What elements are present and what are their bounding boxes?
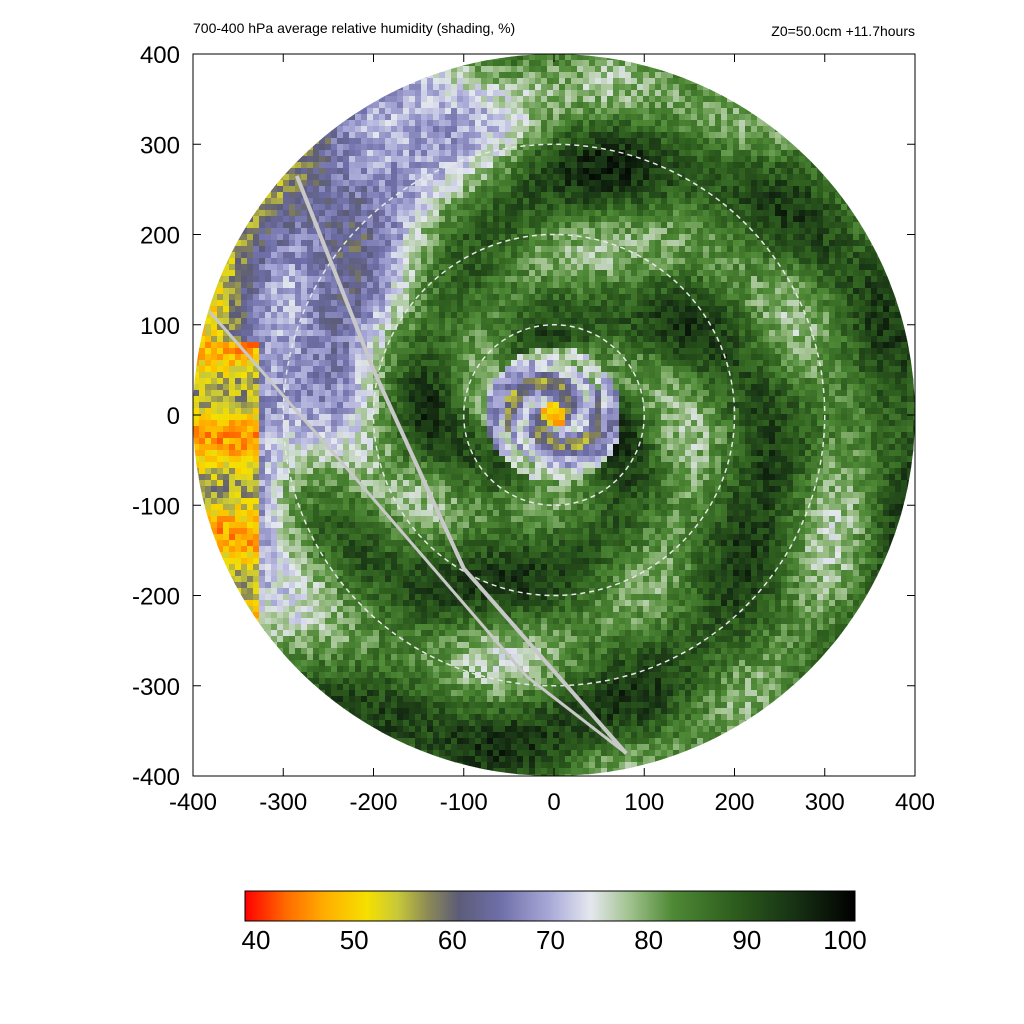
x-tick-label: 400 [895, 789, 935, 816]
colorbar-fill [244, 890, 856, 922]
y-tick-label: -400 [132, 764, 180, 791]
y-tick-label: 300 [140, 132, 180, 159]
colorbar-tick-label: 40 [242, 925, 271, 955]
x-tick-label: 0 [547, 789, 560, 816]
humidity-field [193, 54, 915, 776]
x-tick-label: 300 [805, 789, 845, 816]
y-tick-label: 200 [140, 223, 180, 250]
storm-track [208, 175, 628, 755]
colorbar-tick-label: 90 [732, 925, 761, 955]
y-tick-label: -200 [132, 584, 180, 611]
y-tick-label: 0 [167, 403, 180, 430]
x-tick-label: -100 [440, 789, 488, 816]
x-tick-label: -300 [259, 789, 307, 816]
range-ring [463, 324, 645, 506]
x-tick-label: 200 [714, 789, 754, 816]
x-tick-label: -400 [169, 789, 217, 816]
x-axis: -400 -300 -200 -100 0 100 200 300 400 [169, 54, 935, 816]
chart-title: 700-400 hPa average relative humidity (s… [193, 20, 515, 36]
y-axis: 400 300 200 100 0 -100 -200 -300 -400 [132, 42, 915, 791]
colorbar [244, 890, 856, 922]
track-line [294, 175, 628, 755]
colorbar-tick-label: 70 [536, 925, 565, 955]
colorbar-ticks: 40 50 60 70 80 90 100 [242, 925, 867, 955]
y-tick-label: -100 [132, 493, 180, 520]
colorbar-tick-label: 60 [438, 925, 467, 955]
y-tick-label: 100 [140, 313, 180, 340]
colorbar-tick-label: 50 [340, 925, 369, 955]
y-tick-label: 400 [140, 42, 180, 69]
y-tick-label: -300 [132, 674, 180, 701]
colorbar-tick-label: 100 [823, 925, 866, 955]
x-tick-label: -200 [349, 789, 397, 816]
range-rings [282, 143, 826, 687]
x-tick-label: 100 [624, 789, 664, 816]
range-ring [372, 233, 736, 597]
chart-annotation: Z0=50.0cm +11.7hours [771, 23, 915, 39]
track-line [208, 310, 628, 755]
range-ring [282, 143, 826, 687]
colorbar-tick-label: 80 [634, 925, 663, 955]
